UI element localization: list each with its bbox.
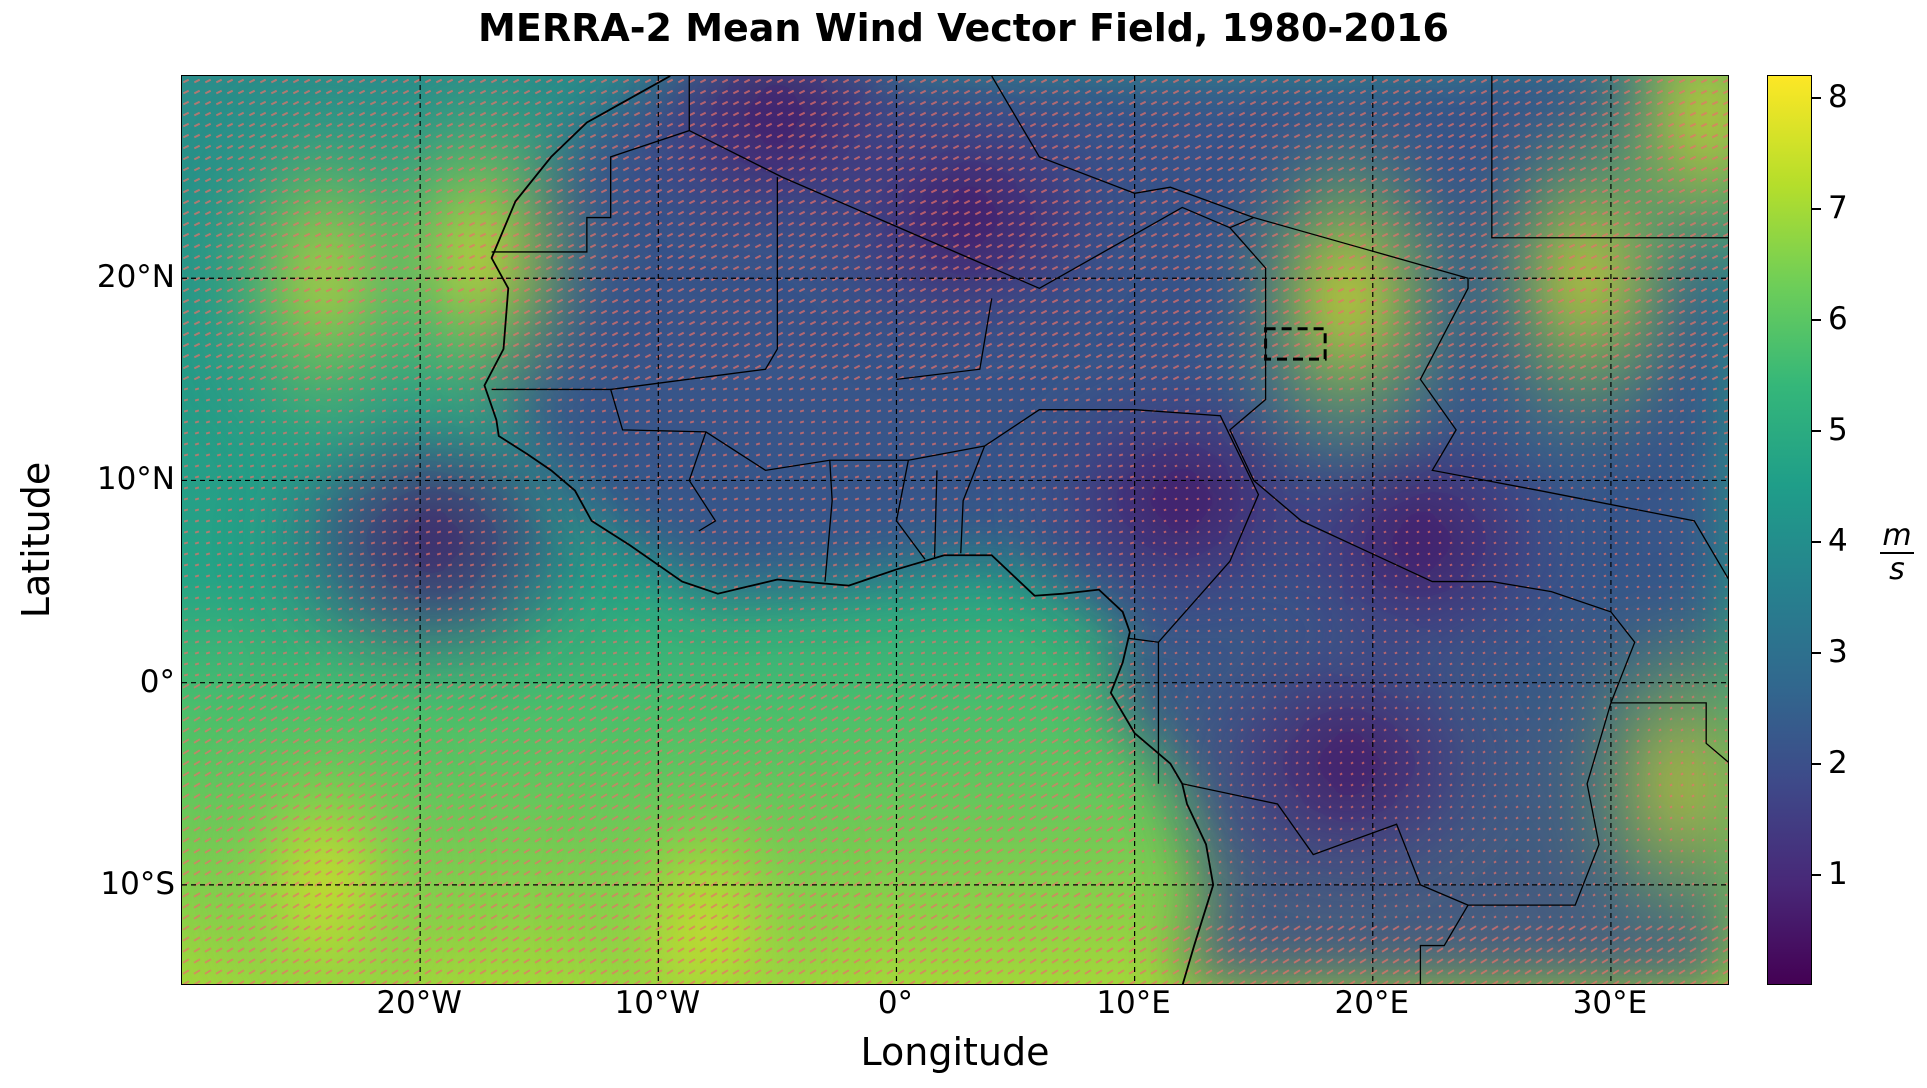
y-axis-title: Latitude (14, 461, 58, 619)
wind-maximum (204, 88, 445, 469)
unit-denominator: s (1889, 552, 1905, 587)
colorbar (1767, 75, 1812, 985)
wind-arrow-glyphs (182, 78, 1728, 984)
country-border (610, 177, 779, 391)
x-tick-label: 10°E (1096, 985, 1171, 1021)
country-border (824, 460, 833, 582)
wind-map (182, 76, 1728, 984)
country-border (1610, 702, 1728, 763)
y-tick-label: 20°N (96, 259, 175, 296)
coastline (483, 76, 1215, 984)
wind-maximum (1586, 76, 1728, 307)
colorbar-tick-mark (1812, 541, 1821, 543)
colorbar-tick-label: 4 (1828, 523, 1848, 560)
colorbar-tick-label: 2 (1828, 745, 1848, 782)
region-highlight-box (1264, 327, 1327, 361)
wind-minimum (262, 401, 603, 682)
country-border (896, 298, 993, 380)
y-tick-label: 0° (139, 663, 175, 700)
wind-maximum (204, 694, 445, 984)
y-tick-label: 10°N (96, 461, 175, 498)
y-tick-label: 10°S (100, 865, 175, 902)
unit-numerator: m (1880, 520, 1914, 554)
colorbar-tick-label: 5 (1828, 412, 1848, 449)
colorbar-tick-mark (1812, 763, 1821, 765)
chart-title: MERRA-2 Mean Wind Vector Field, 1980-201… (478, 6, 1449, 50)
colorbar-tick-mark (1812, 652, 1821, 654)
wind-minimum (797, 77, 1138, 358)
country-border (933, 470, 938, 558)
x-tick-label: 30°E (1572, 985, 1648, 1021)
country-border (1491, 76, 1728, 239)
map-panel (181, 75, 1729, 985)
coastlines-and-borders (483, 76, 1728, 984)
x-axis-title: Longitude (860, 1030, 1050, 1074)
colorbar-tick-mark (1812, 208, 1821, 210)
colorbar-tick-mark (1812, 319, 1821, 321)
colorbar-tick-mark (1812, 430, 1821, 432)
country-border (1182, 783, 1469, 906)
x-tick-label: 20°W (376, 985, 462, 1021)
country-border (960, 445, 986, 554)
wind-vector-arrows (182, 78, 1728, 984)
colorbar-unit-label: m s (1880, 520, 1914, 586)
wind-maximum (1562, 593, 1728, 974)
graticule-gridlines (182, 76, 1728, 984)
wind-minimum (1178, 623, 1519, 904)
colorbar-tick-label: 1 (1828, 856, 1848, 893)
colorbar-tick-mark (1812, 97, 1821, 99)
country-border (1229, 227, 1267, 481)
colorbar-tick-label: 3 (1828, 634, 1848, 671)
colorbar-tick-label: 6 (1828, 301, 1848, 338)
colorbar-tick-label: 7 (1828, 190, 1848, 227)
country-border (688, 431, 717, 532)
highlight-box (1264, 327, 1327, 361)
x-tick-label: 20°E (1334, 985, 1410, 1021)
wind-minimum (1012, 360, 1353, 641)
x-tick-label: 10°W (614, 985, 701, 1021)
colorbar-tick-label: 8 (1828, 79, 1848, 116)
x-tick-label: 0° (877, 985, 914, 1021)
colorbar-tick-mark (1812, 874, 1821, 876)
